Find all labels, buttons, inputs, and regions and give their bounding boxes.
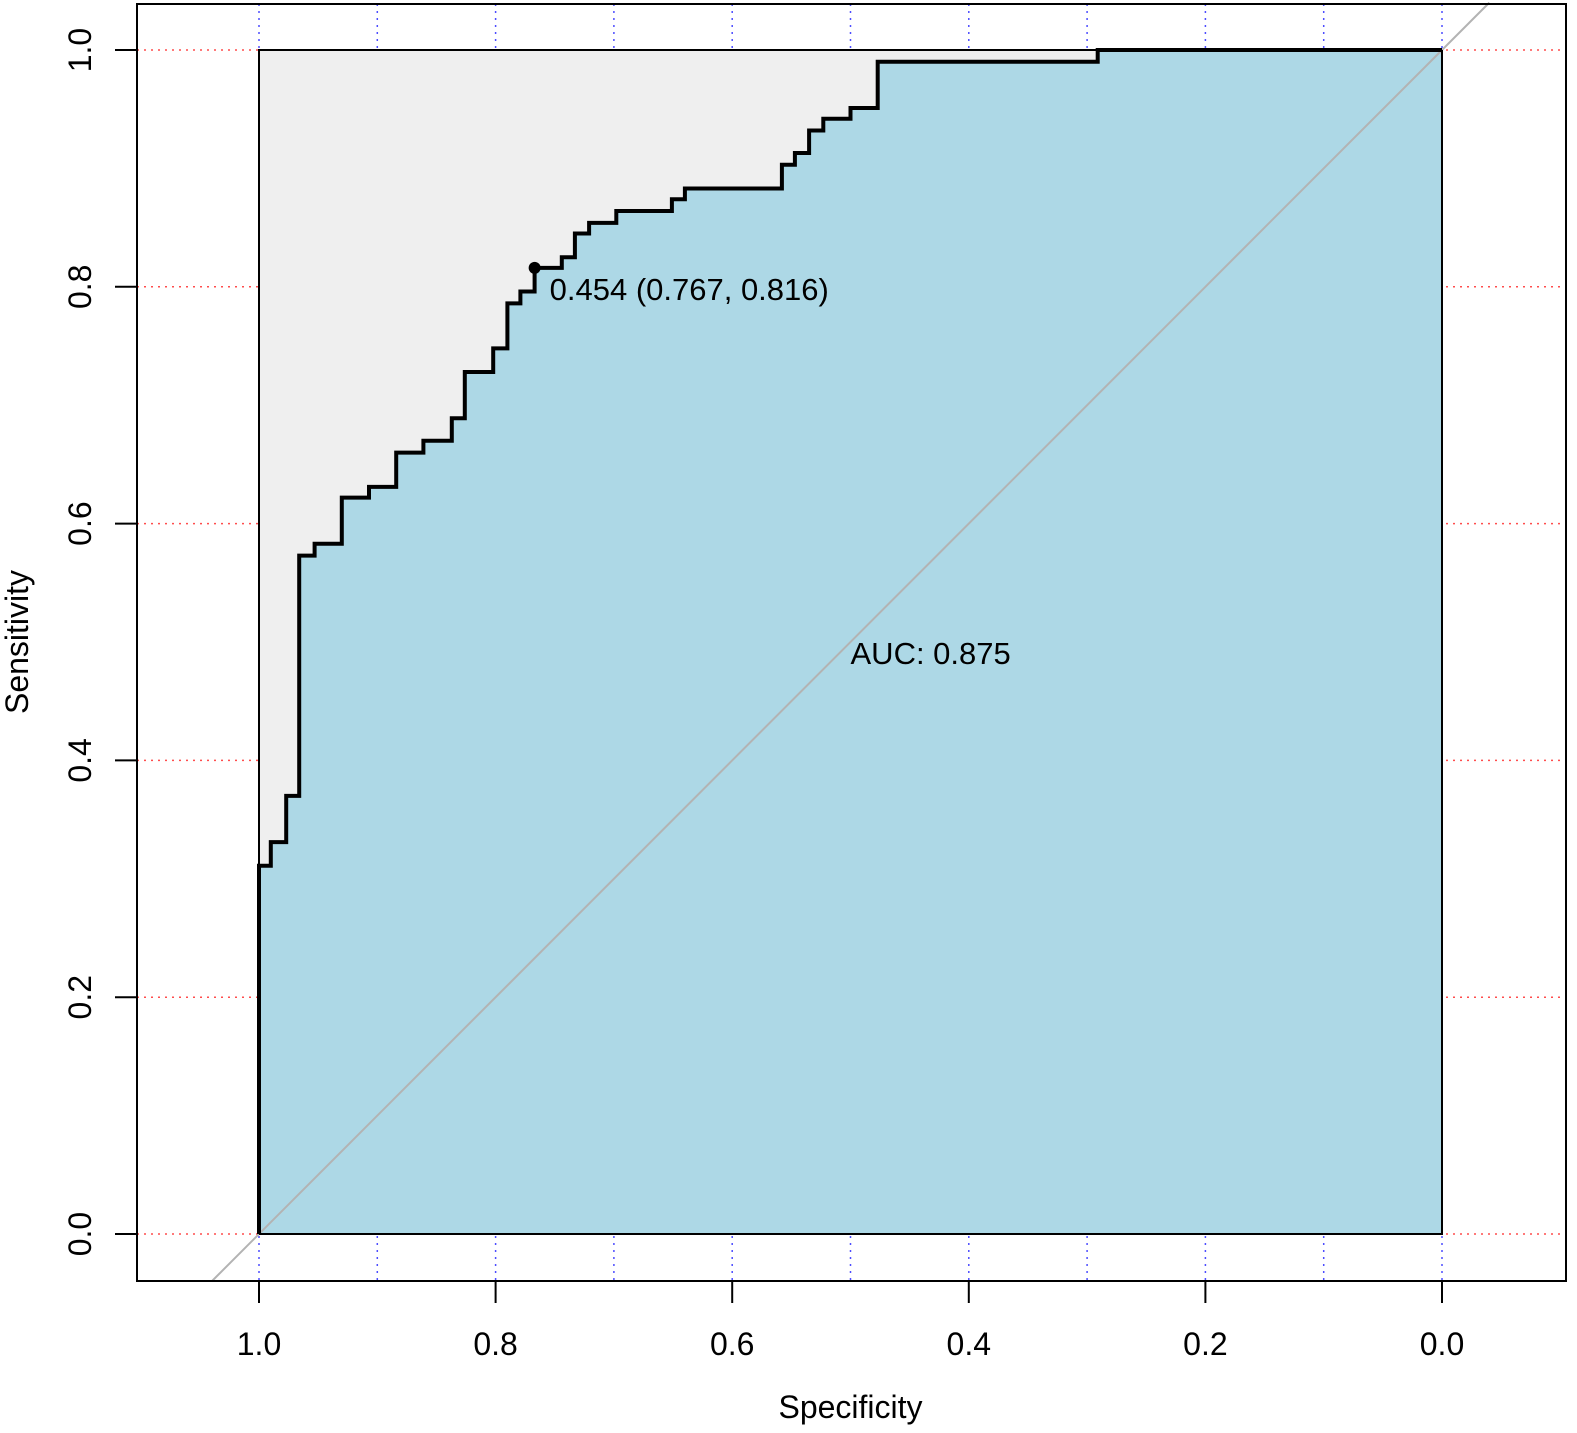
y-axis-title: Sensitivity: [0, 570, 35, 714]
x-tick-label: 0.2: [1183, 1326, 1227, 1362]
x-tick-label: 0.0: [1420, 1326, 1464, 1362]
roc-curve-line: [257, 48, 1442, 1234]
x-tick-label: 0.4: [947, 1326, 991, 1362]
x-axis: 1.0 0.8 0.6 0.4 0.2 0.0: [237, 1280, 1464, 1362]
y-tick-label: 0.0: [62, 1212, 98, 1256]
threshold-point: [528, 261, 541, 274]
y-tick-label: 0.6: [62, 501, 98, 545]
x-tick-label: 0.8: [473, 1326, 517, 1362]
x-tick-label: 1.0: [237, 1326, 281, 1362]
x-axis-title: Specificity: [778, 1389, 922, 1425]
auc-label: AUC: 0.875: [851, 636, 1011, 671]
x-tick-label: 0.6: [710, 1326, 754, 1362]
y-tick-label: 0.8: [62, 265, 98, 309]
threshold-label: 0.454 (0.767, 0.816): [550, 272, 829, 307]
plot-frame: [136, 3, 1567, 1282]
reference-diagonal-line: [210, 1, 1491, 1283]
y-tick-label: 0.4: [62, 738, 98, 782]
y-tick-label: 0.2: [62, 975, 98, 1019]
y-tick-label: 1.0: [62, 28, 98, 72]
y-axis: 0.0 0.2 0.4 0.6 0.8 1.0: [62, 28, 138, 1256]
